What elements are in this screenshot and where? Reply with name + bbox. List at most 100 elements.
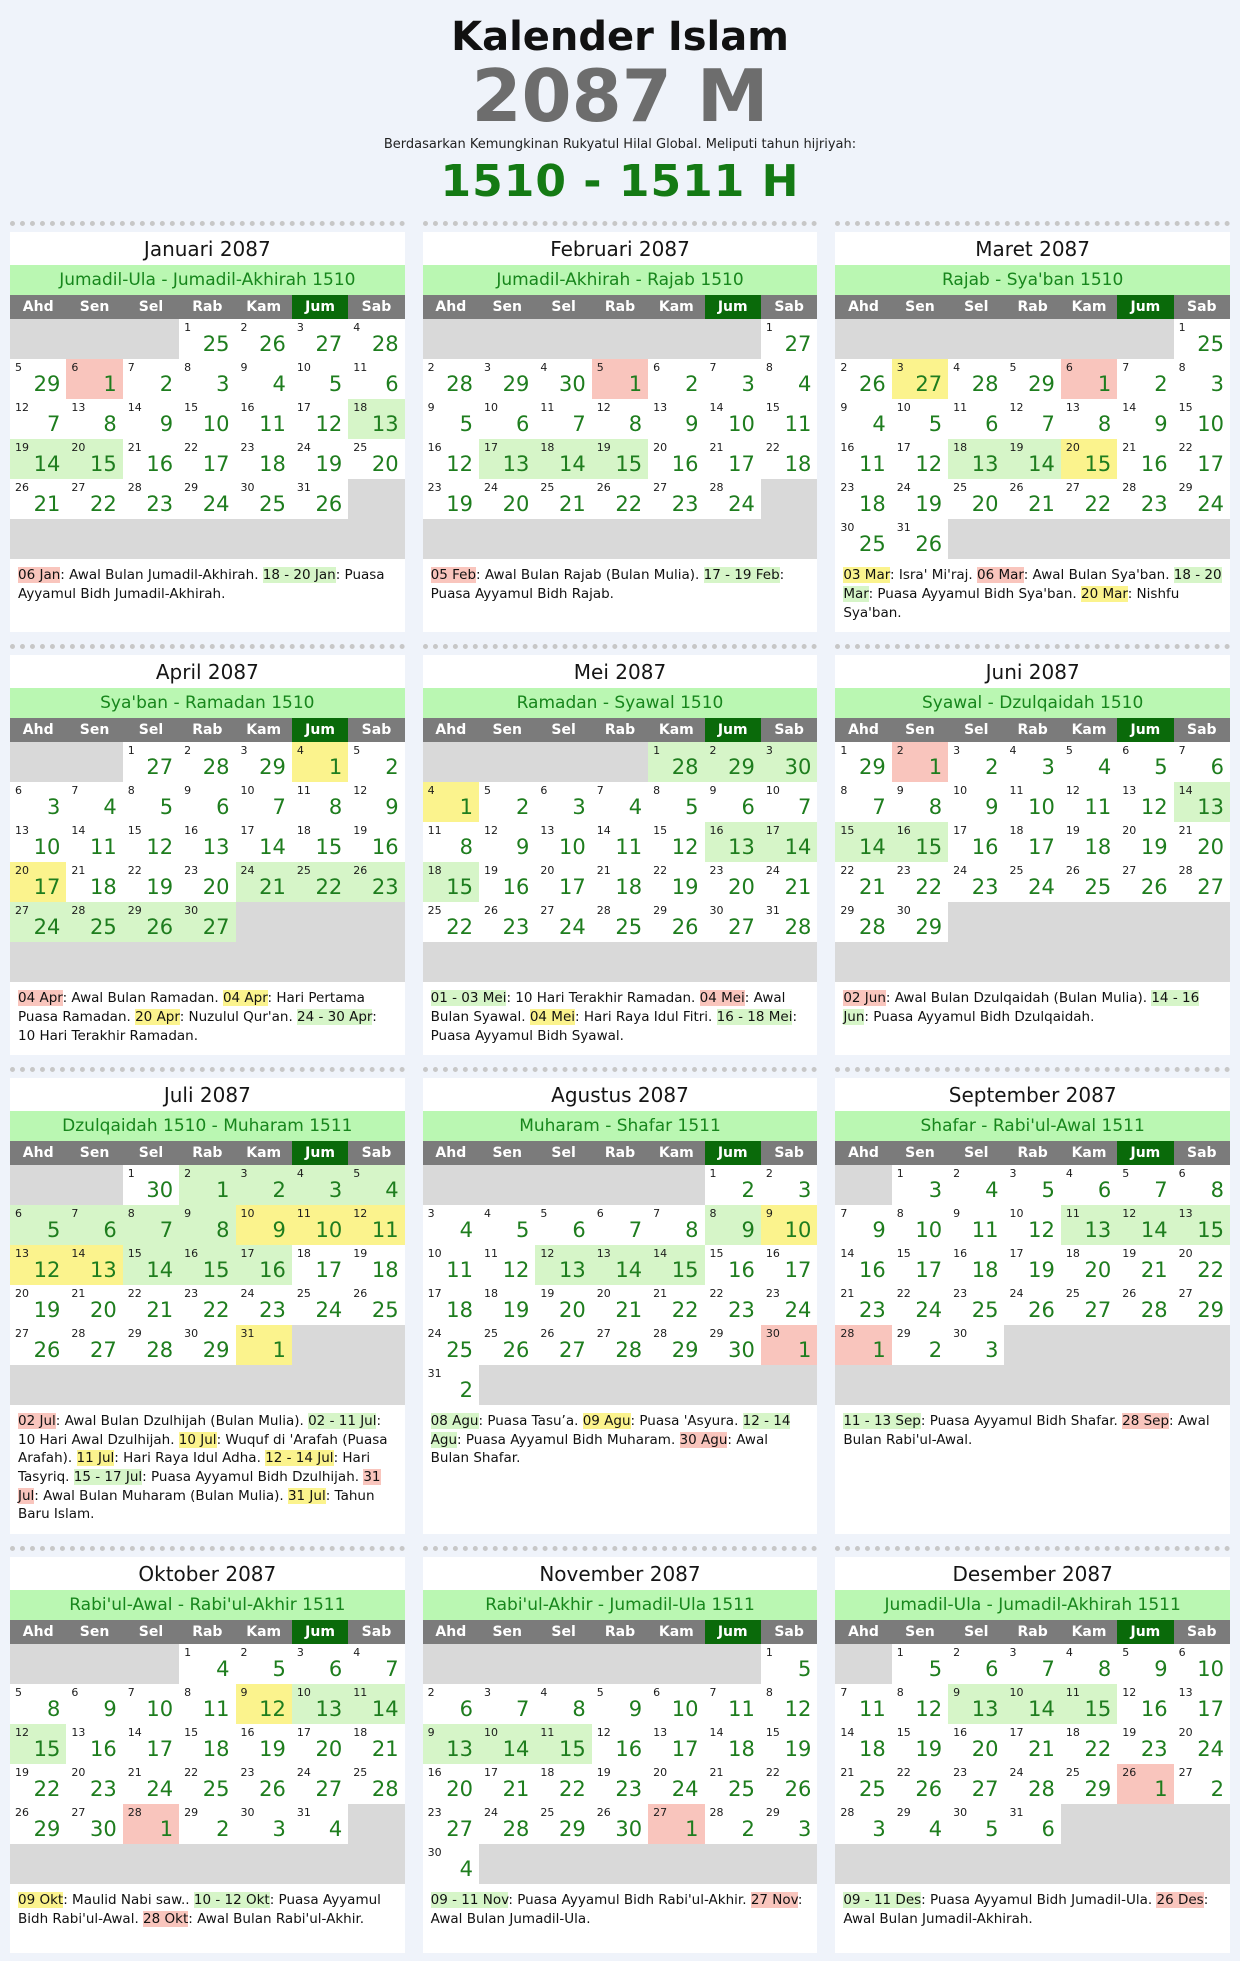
gregorian-day: 19 — [1065, 824, 1080, 838]
calendar-cell: 31 6 — [1004, 1803, 1061, 1844]
month-notes: 02 Jul: Awal Bulan Dzulhijah (Bulan Muli… — [10, 1405, 405, 1534]
hijri-day: 8 — [572, 1696, 586, 1721]
month-card-juni: Juni 2087 Syawal - Dzulqaidah 1510 Ahd Sen S… — [835, 655, 1230, 1056]
note-text: : Puasa Ayyamul Bidh Dzulqaidah. — [864, 1008, 1095, 1025]
gregorian-day: 14 — [1178, 784, 1193, 798]
hijri-day: 14 — [1140, 1218, 1168, 1243]
calendar-cell: 2 28 — [179, 742, 236, 783]
gregorian-day: 16 — [240, 401, 255, 415]
week-row: 1 25 — [835, 319, 1230, 360]
empty-cell — [291, 1365, 349, 1406]
calendar-cell: 18 22 — [535, 1763, 592, 1804]
hijri-day: 20 — [559, 1298, 586, 1323]
week-row: 24 25 25 26 26 27 27 28 28 29 29 30 30 1 — [422, 1325, 818, 1366]
hijri-day: 11 — [1084, 795, 1112, 820]
weekday-sab: Sab — [1173, 718, 1230, 743]
hijri-day: 28 — [615, 1338, 643, 1363]
calendar-cell: 16 19 — [235, 1723, 292, 1764]
gregorian-day: 2 — [765, 1167, 773, 1181]
calendar-cell: 19 21 — [1117, 1245, 1174, 1286]
gregorian-day: 20 — [71, 1765, 86, 1779]
month-title: November 2087 — [539, 1561, 701, 1586]
hijri-day: 2 — [516, 795, 530, 820]
hijri-day: 28 — [671, 755, 699, 780]
gregorian-day: 22 — [765, 441, 780, 455]
gregorian-day: 29 — [1178, 481, 1193, 495]
gregorian-day: 6 — [71, 1685, 79, 1699]
hijri-day: 16 — [90, 1736, 117, 1761]
empty-cell — [535, 1843, 592, 1884]
empty-cell — [66, 519, 123, 560]
hijri-day: 1 — [685, 1816, 699, 1841]
weekday-row: Ahd Sen Sel Rab Kam Jum Sab — [422, 718, 818, 743]
gregorian-day: 2 — [427, 361, 435, 375]
calendar-cell: 25 26 — [479, 1325, 536, 1366]
hijri-day: 26 — [784, 1776, 812, 1801]
calendar-cell: 14 9 — [122, 399, 180, 440]
calendar-cell: 13 17 — [648, 1723, 705, 1764]
empty-cell — [1173, 1365, 1230, 1406]
hijri-day: 21 — [146, 1298, 174, 1323]
gregorian-day: 24 — [427, 1327, 442, 1341]
gregorian-day: 27 — [1178, 1287, 1193, 1301]
calendar-cell: 23 27 — [422, 1803, 480, 1844]
hijri-day: 11 — [784, 412, 812, 437]
calendar-cell: 26 23 — [348, 862, 405, 903]
calendar-cell: 10 5 — [891, 399, 949, 440]
weekday-rab: Rab — [591, 1619, 649, 1644]
calendar-cell: 12 11 — [1060, 782, 1118, 823]
week-row: 8 7 9 8 10 9 11 10 12 11 13 12 14 13 — [835, 782, 1230, 823]
hijri-day: 8 — [328, 795, 343, 820]
weekday-rab: Rab — [179, 718, 236, 743]
hijri-day: 18 — [371, 1258, 399, 1283]
hijri-day: 27 — [90, 1338, 117, 1363]
hijri-day: 12 — [259, 1696, 286, 1721]
gregorian-day: 20 — [540, 864, 555, 878]
month-title: Januari 2087 — [143, 237, 271, 262]
empty-cell — [648, 942, 705, 983]
note-text: : Hari Tasyriq. — [18, 1450, 371, 1486]
calendar-cell: 18 17 — [1004, 822, 1061, 863]
empty-cell — [66, 1643, 123, 1684]
week-row: 20 19 21 20 22 21 23 22 24 23 25 24 26 25 — [10, 1285, 405, 1326]
gregorian-day: 30 — [240, 481, 255, 495]
week-row: 12 15 13 16 14 17 15 18 16 19 17 20 18 21 — [10, 1723, 405, 1764]
week-row: 5 8 6 9 7 10 8 11 9 12 10 13 11 14 — [10, 1683, 405, 1724]
hijri-day: 29 — [858, 755, 886, 780]
gregorian-day: 7 — [1122, 361, 1130, 375]
calendar-cell: 18 22 — [1060, 1723, 1118, 1764]
calendar-cell: 29 3 — [760, 1803, 818, 1844]
hijri-day: 16 — [371, 835, 399, 860]
week-row: 13 12 14 13 15 14 16 15 17 16 18 17 19 18 — [10, 1245, 405, 1286]
calendar-cell: 3 30 — [760, 742, 818, 783]
calendar-cell: 23 22 — [179, 1285, 236, 1326]
gregorian-day: 9 — [709, 784, 717, 798]
calendar-cell: 20 24 — [648, 1763, 705, 1804]
hijri-day: 25 — [202, 332, 230, 357]
calendar-cell: 28 23 — [1117, 479, 1174, 520]
note-date-highlight: 17 - 19 Feb — [703, 567, 780, 584]
hijri-day: 5 — [1154, 755, 1168, 780]
gregorian-day: 15 — [840, 824, 855, 838]
gregorian-day: 4 — [296, 1167, 304, 1181]
gregorian-day: 1 — [840, 744, 848, 758]
gregorian-day: 14 — [596, 824, 611, 838]
gregorian-day: 26 — [596, 1805, 611, 1819]
empty-cell — [704, 319, 761, 360]
weekday-header-row: Ahd Sen Sel Rab Kam Jum Sab — [422, 1619, 818, 1644]
note-date-highlight: 31 Jul — [287, 1487, 326, 1504]
weekday-rab: Rab — [591, 1141, 649, 1166]
hijri-day: 19 — [446, 492, 474, 517]
gregorian-day: 24 — [896, 481, 911, 495]
hijri-day: 10 — [915, 1218, 943, 1243]
hijri-day: 20 — [371, 452, 399, 477]
month-card-juli: Juli 2087 Dzulqaidah 1510 - Muharam 1511 A… — [10, 1078, 405, 1534]
calendar-cell: 27 1 — [648, 1803, 705, 1844]
gregorian-day: 23 — [953, 1765, 968, 1779]
